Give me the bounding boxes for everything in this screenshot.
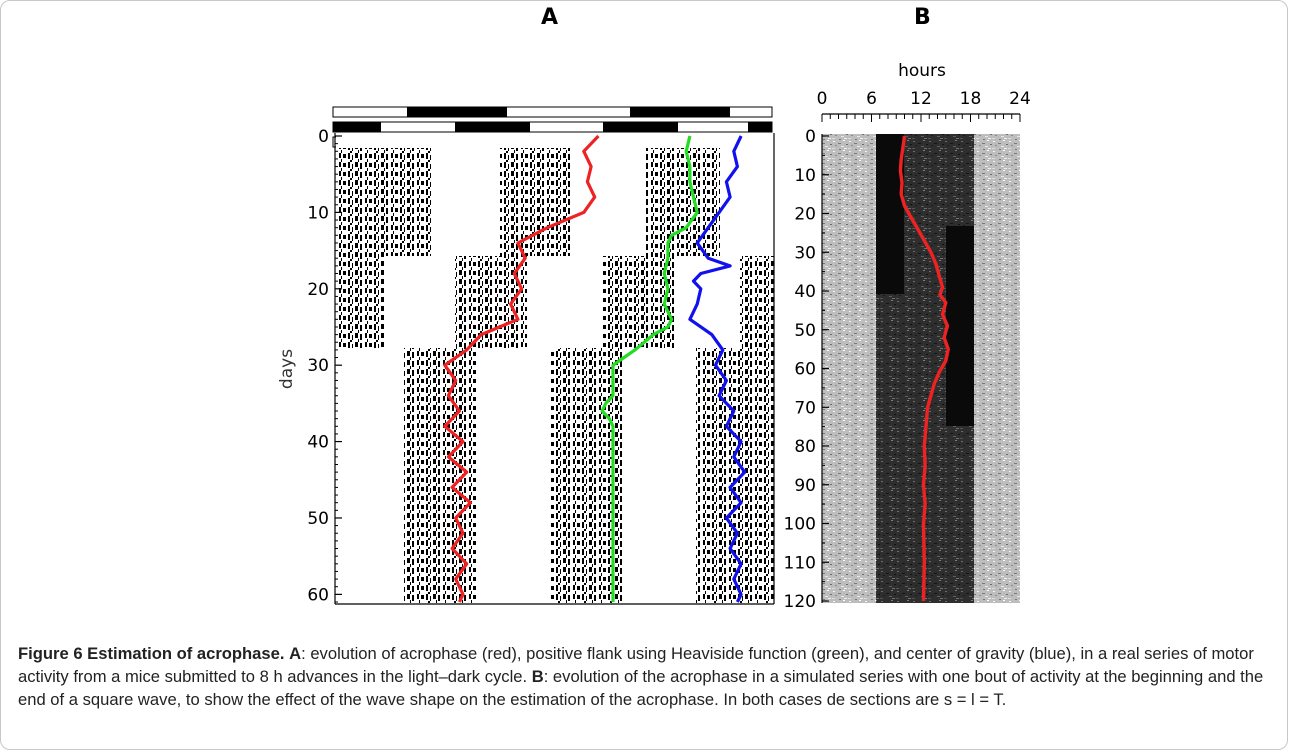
y-tick-label-b: 20 (794, 205, 816, 225)
series-b (898, 135, 950, 602)
series-line-acrophase-b (898, 135, 950, 602)
caption-a-letter: A (289, 644, 302, 663)
y-tick-label-b: 40 (794, 282, 816, 302)
caption-b-text: : evolution of the acrophase in a simula… (18, 667, 1264, 709)
y-axis-label-a: days (277, 349, 297, 389)
y-tick-label-a: 50 (307, 509, 329, 529)
actogram-b (822, 134, 1020, 603)
y-tick-label-a: 40 (307, 433, 329, 453)
series-line-positive_flank (600, 135, 699, 602)
panel-b-label: B (914, 5, 931, 30)
y-tick-label-b: 30 (794, 243, 816, 263)
actogram-a (336, 134, 774, 604)
y-tick-label-b: 10 (794, 166, 816, 186)
y-tick-label-b: 70 (794, 398, 816, 418)
x-ticks-b: 0 6 12 18 24 (817, 89, 1031, 122)
y-tick-label-b: 80 (794, 437, 816, 457)
y-tick-label-b: 90 (794, 476, 816, 496)
x-tick-label-b: 12 (910, 89, 932, 109)
y-tick-label-a: 0 (318, 127, 329, 147)
y-tick-label-b: 100 (784, 515, 816, 535)
y-tick-label-a: 20 (307, 280, 329, 300)
series-line-center_of_gravity (688, 135, 747, 603)
figure-plots: 0 10 20 30 40 50 60 days 0 6 12 18 24 0 10 20 30 40 50 6… (277, 61, 1031, 612)
y-tick-label-a: 30 (307, 356, 329, 376)
caption-a-text: : evolution of acrophase (red), positive… (18, 644, 1254, 686)
panel-a-label: A (541, 5, 559, 30)
figure-caption: Figure 6 Estimation of acrophase. A: evo… (18, 642, 1268, 711)
y-tick-label-b: 60 (794, 360, 816, 380)
series-a (443, 134, 747, 603)
series-line-acrophase (443, 134, 600, 603)
y-tick-label-b: 110 (784, 553, 816, 573)
x-tick-label-b: 6 (866, 89, 877, 109)
y-ticks-b: 0 10 20 30 40 50 60 70 80 90 100 110 120 (784, 127, 829, 612)
x-tick-label-b: 0 (817, 89, 828, 109)
caption-b-letter: B (531, 667, 544, 686)
y-ticks-a: 0 10 20 30 40 50 60 (307, 127, 342, 605)
x-tick-label-b: 18 (960, 89, 982, 109)
x-axis-label-b: hours (898, 61, 946, 81)
y-tick-label-b: 120 (784, 592, 816, 612)
y-tick-label-b: 50 (794, 321, 816, 341)
caption-label: Figure 6 Estimation of acrophase. (18, 644, 285, 663)
y-tick-label-a: 60 (307, 585, 329, 605)
x-tick-label-b: 24 (1009, 89, 1031, 109)
y-tick-label-a: 10 (307, 203, 329, 223)
y-tick-label-b: 0 (805, 127, 816, 147)
